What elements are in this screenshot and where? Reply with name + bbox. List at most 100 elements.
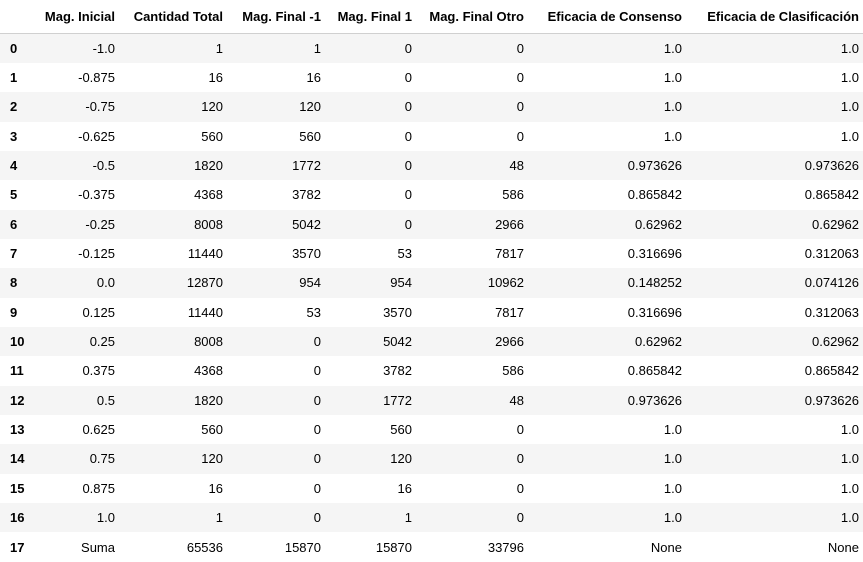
column-header-mag-final-otro: Mag. Final Otro: [416, 0, 528, 34]
row-index: 14: [10, 451, 25, 467]
row-index: 1: [10, 70, 18, 86]
table-cell: 1: [215, 510, 223, 526]
table-cell: 0.973626: [804, 158, 859, 174]
table-cell: 954: [390, 275, 412, 291]
table-cell: 16: [208, 480, 223, 496]
table-cell: 1.0: [840, 99, 859, 115]
table-cell: -1.0: [92, 40, 115, 56]
table-cell: 1.0: [840, 510, 859, 526]
table-cell: 7817: [495, 246, 524, 262]
table-row: 8 0.0 12870 954 954 10962 0.148252 0.074126: [0, 268, 863, 298]
table-cell: 586: [502, 363, 524, 379]
table-cell: None: [827, 539, 859, 555]
table-row: 4 -0.5 1820 1772 0 48 0.973626 0.973626: [0, 150, 863, 181]
row-index: 0: [10, 40, 18, 56]
table-cell: 11440: [187, 304, 223, 320]
table-cell: 48: [509, 392, 524, 408]
row-index: 15: [10, 480, 25, 496]
table-cell: 0: [516, 480, 524, 496]
table-cell: 0: [404, 216, 412, 232]
table-cell: 12870: [186, 275, 223, 291]
table-cell: 0: [313, 363, 321, 379]
table-cell: 2966: [495, 216, 524, 232]
table-cell: 0.973626: [627, 392, 682, 408]
table-cell: 0: [404, 187, 412, 203]
table-cell: 1.0: [840, 128, 859, 144]
table-cell: 0: [313, 422, 321, 438]
table-cell: 0.312063: [804, 246, 859, 262]
table-cell: 120: [201, 451, 223, 467]
table-cell: 7817: [495, 304, 524, 320]
table-cell: -0.625: [78, 128, 115, 144]
table-cell: 3570: [383, 304, 412, 320]
table-cell: 0: [516, 70, 524, 86]
table-cell: 0: [516, 422, 524, 438]
table-row: 10 0.25 8008 0 5042 2966 0.62962 0.62962: [0, 326, 863, 357]
table-cell: 8008: [194, 216, 223, 232]
column-header-mag-inicial: Mag. Inicial: [30, 0, 119, 34]
table-cell: 1: [313, 40, 321, 56]
table-cell: 0: [313, 334, 321, 350]
table-cell: None: [650, 539, 682, 555]
table-cell: 0.973626: [627, 158, 682, 174]
table-cell: 1: [404, 510, 412, 526]
table-cell: 120: [201, 99, 223, 115]
table-cell: 0.973626: [804, 392, 859, 408]
table-cell: 560: [201, 422, 223, 438]
table-cell: 1.0: [663, 510, 682, 526]
table-cell: 3782: [292, 187, 321, 203]
table-row: 6 -0.25 8008 5042 0 2966 0.62962 0.62962: [0, 209, 863, 239]
table-cell: 0: [516, 99, 524, 115]
table-cell: 0.0: [96, 275, 115, 291]
table-cell: 3570: [292, 246, 321, 262]
table-cell: 0.62962: [812, 216, 859, 232]
table-cell: 1.0: [663, 480, 682, 496]
table-cell: 15870: [375, 539, 412, 555]
table-cell: 1772: [383, 392, 412, 408]
table-cell: 0: [516, 451, 524, 467]
row-index: 7: [10, 246, 18, 262]
table-cell: 0.62962: [812, 334, 859, 350]
table-cell: 15870: [284, 539, 321, 555]
table-cell: 1.0: [663, 70, 682, 86]
table-cell: 0: [516, 510, 524, 526]
table-cell: 120: [390, 451, 412, 467]
table-cell: 3782: [383, 363, 412, 379]
table-cell: -0.25: [85, 216, 115, 232]
table-cell: 0: [516, 128, 524, 144]
table-row: 11 0.375 4368 0 3782 586 0.865842 0.865842: [0, 356, 863, 385]
table-cell: 0.865842: [627, 187, 682, 203]
table-cell: 0.312063: [804, 304, 859, 320]
table-cell: 11440: [187, 246, 223, 262]
table-cell: 0.25: [89, 334, 115, 350]
table-cell: 1820: [194, 392, 223, 408]
table-cell: 1: [215, 40, 223, 56]
table-cell: 0.074126: [804, 275, 859, 291]
table-cell: Suma: [81, 539, 115, 555]
table-cell: 4368: [194, 187, 223, 203]
table-cell: 0: [404, 40, 412, 56]
table-cell: 53: [306, 304, 321, 320]
table-cell: 560: [390, 422, 412, 438]
row-index: 4: [10, 158, 18, 174]
table-cell: 1.0: [663, 40, 682, 56]
index-header: [0, 0, 30, 34]
table-cell: 0.875: [82, 480, 115, 496]
row-index: 17: [10, 539, 25, 555]
table-row: 7 -0.125 11440 3570 53 7817 0.316696 0.312063: [0, 239, 863, 268]
row-index: 12: [10, 392, 25, 408]
table-cell: 0: [404, 128, 412, 144]
table-cell: 5042: [292, 216, 321, 232]
column-header-mag-final-neg1: Mag. Final -1: [227, 0, 325, 34]
column-header-cantidad-total: Cantidad Total: [119, 0, 227, 34]
table-cell: 560: [201, 128, 223, 144]
row-index: 6: [10, 216, 18, 232]
table-row: 2 -0.75 120 120 0 0 1.0 1.0: [0, 92, 863, 122]
table-body: 0 -1.0 1 1 0 0 1.0 1.0 1 -0.875 16 16 0 0 1.0 1.0 2 -0.75…: [0, 33, 863, 562]
column-header-eficacia-clasificacion: Eficacia de Clasificación: [686, 0, 863, 34]
table-cell: 1772: [292, 158, 321, 174]
table-cell: 586: [502, 187, 524, 203]
table-row: 15 0.875 16 0 16 0 1.0 1.0: [0, 474, 863, 503]
table-cell: 1.0: [96, 510, 115, 526]
